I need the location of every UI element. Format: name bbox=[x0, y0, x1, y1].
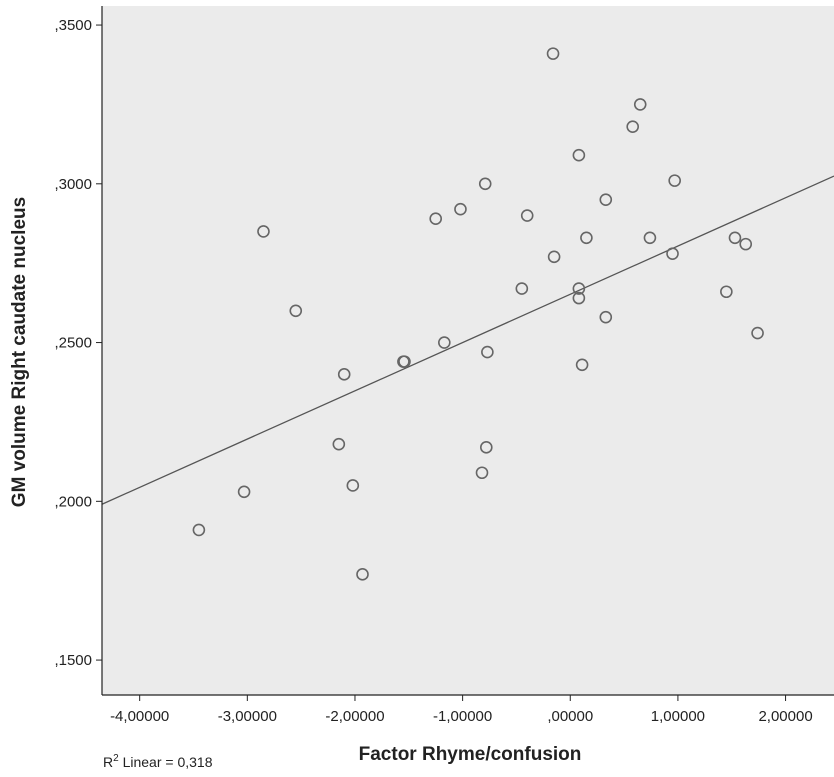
data-point bbox=[337, 368, 351, 381]
x-tick-label: -1,00000 bbox=[433, 708, 492, 725]
r2-annotation-r: R bbox=[103, 754, 113, 770]
data-point bbox=[454, 202, 467, 216]
data-point bbox=[547, 250, 561, 264]
data-point bbox=[633, 98, 647, 111]
data-point bbox=[515, 282, 529, 295]
y-axis-title: GM volume Right caudate nucleus bbox=[9, 197, 30, 507]
data-point bbox=[478, 177, 492, 191]
y-tick-label: ,1500 bbox=[54, 652, 92, 669]
data-point bbox=[332, 437, 346, 451]
x-tick-label: -4,00000 bbox=[110, 708, 169, 725]
x-tick-label: 2,00000 bbox=[758, 708, 812, 725]
data-point bbox=[751, 326, 764, 340]
y-tick-label: ,2000 bbox=[54, 493, 92, 510]
x-tick-label: ,00000 bbox=[547, 708, 593, 725]
data-point bbox=[546, 47, 560, 60]
data-point bbox=[575, 358, 589, 372]
data-point bbox=[289, 304, 303, 318]
data-point bbox=[438, 336, 451, 349]
data-point bbox=[580, 231, 593, 245]
x-tick-label: -2,00000 bbox=[325, 708, 384, 725]
x-tick-label: -3,00000 bbox=[218, 708, 277, 725]
r2-annotation-text: Linear = 0,318 bbox=[119, 754, 213, 770]
data-point bbox=[520, 209, 534, 222]
data-point bbox=[192, 523, 206, 537]
data-point bbox=[429, 212, 443, 226]
data-point bbox=[479, 441, 493, 454]
fit-line bbox=[101, 175, 834, 505]
data-point bbox=[572, 148, 586, 162]
data-point bbox=[572, 291, 586, 305]
x-axis-title: Factor Rhyme/confusion bbox=[359, 744, 582, 765]
data-point bbox=[599, 310, 613, 324]
axes-layer: -4,00000 -3,00000 -2,00000 -1,00000 ,00000 1,… bbox=[54, 6, 834, 725]
data-point bbox=[643, 231, 657, 245]
y-tick-label: ,3000 bbox=[54, 176, 92, 193]
x-tick-label: 1,00000 bbox=[651, 708, 705, 725]
data-point bbox=[346, 479, 360, 492]
r2-annotation: R2 Linear = 0,318 bbox=[103, 753, 213, 770]
data-point bbox=[237, 485, 251, 499]
data-point bbox=[356, 568, 369, 581]
y-tick-label: ,2500 bbox=[54, 335, 92, 352]
r2-annotation-sup: 2 bbox=[113, 753, 119, 764]
data-point bbox=[475, 466, 489, 480]
plot-layer bbox=[101, 6, 834, 695]
data-point bbox=[668, 174, 681, 187]
data-point bbox=[728, 231, 742, 245]
plot-area bbox=[102, 6, 834, 695]
data-point bbox=[666, 247, 679, 260]
data-point bbox=[572, 282, 586, 295]
data-point bbox=[257, 225, 270, 238]
data-point bbox=[626, 120, 640, 133]
data-point bbox=[398, 355, 411, 368]
data-point bbox=[739, 237, 753, 251]
y-tick-label: ,3500 bbox=[54, 17, 92, 34]
points-layer bbox=[192, 47, 764, 581]
data-point bbox=[599, 193, 613, 206]
data-point bbox=[481, 345, 494, 359]
data-point bbox=[720, 285, 733, 299]
